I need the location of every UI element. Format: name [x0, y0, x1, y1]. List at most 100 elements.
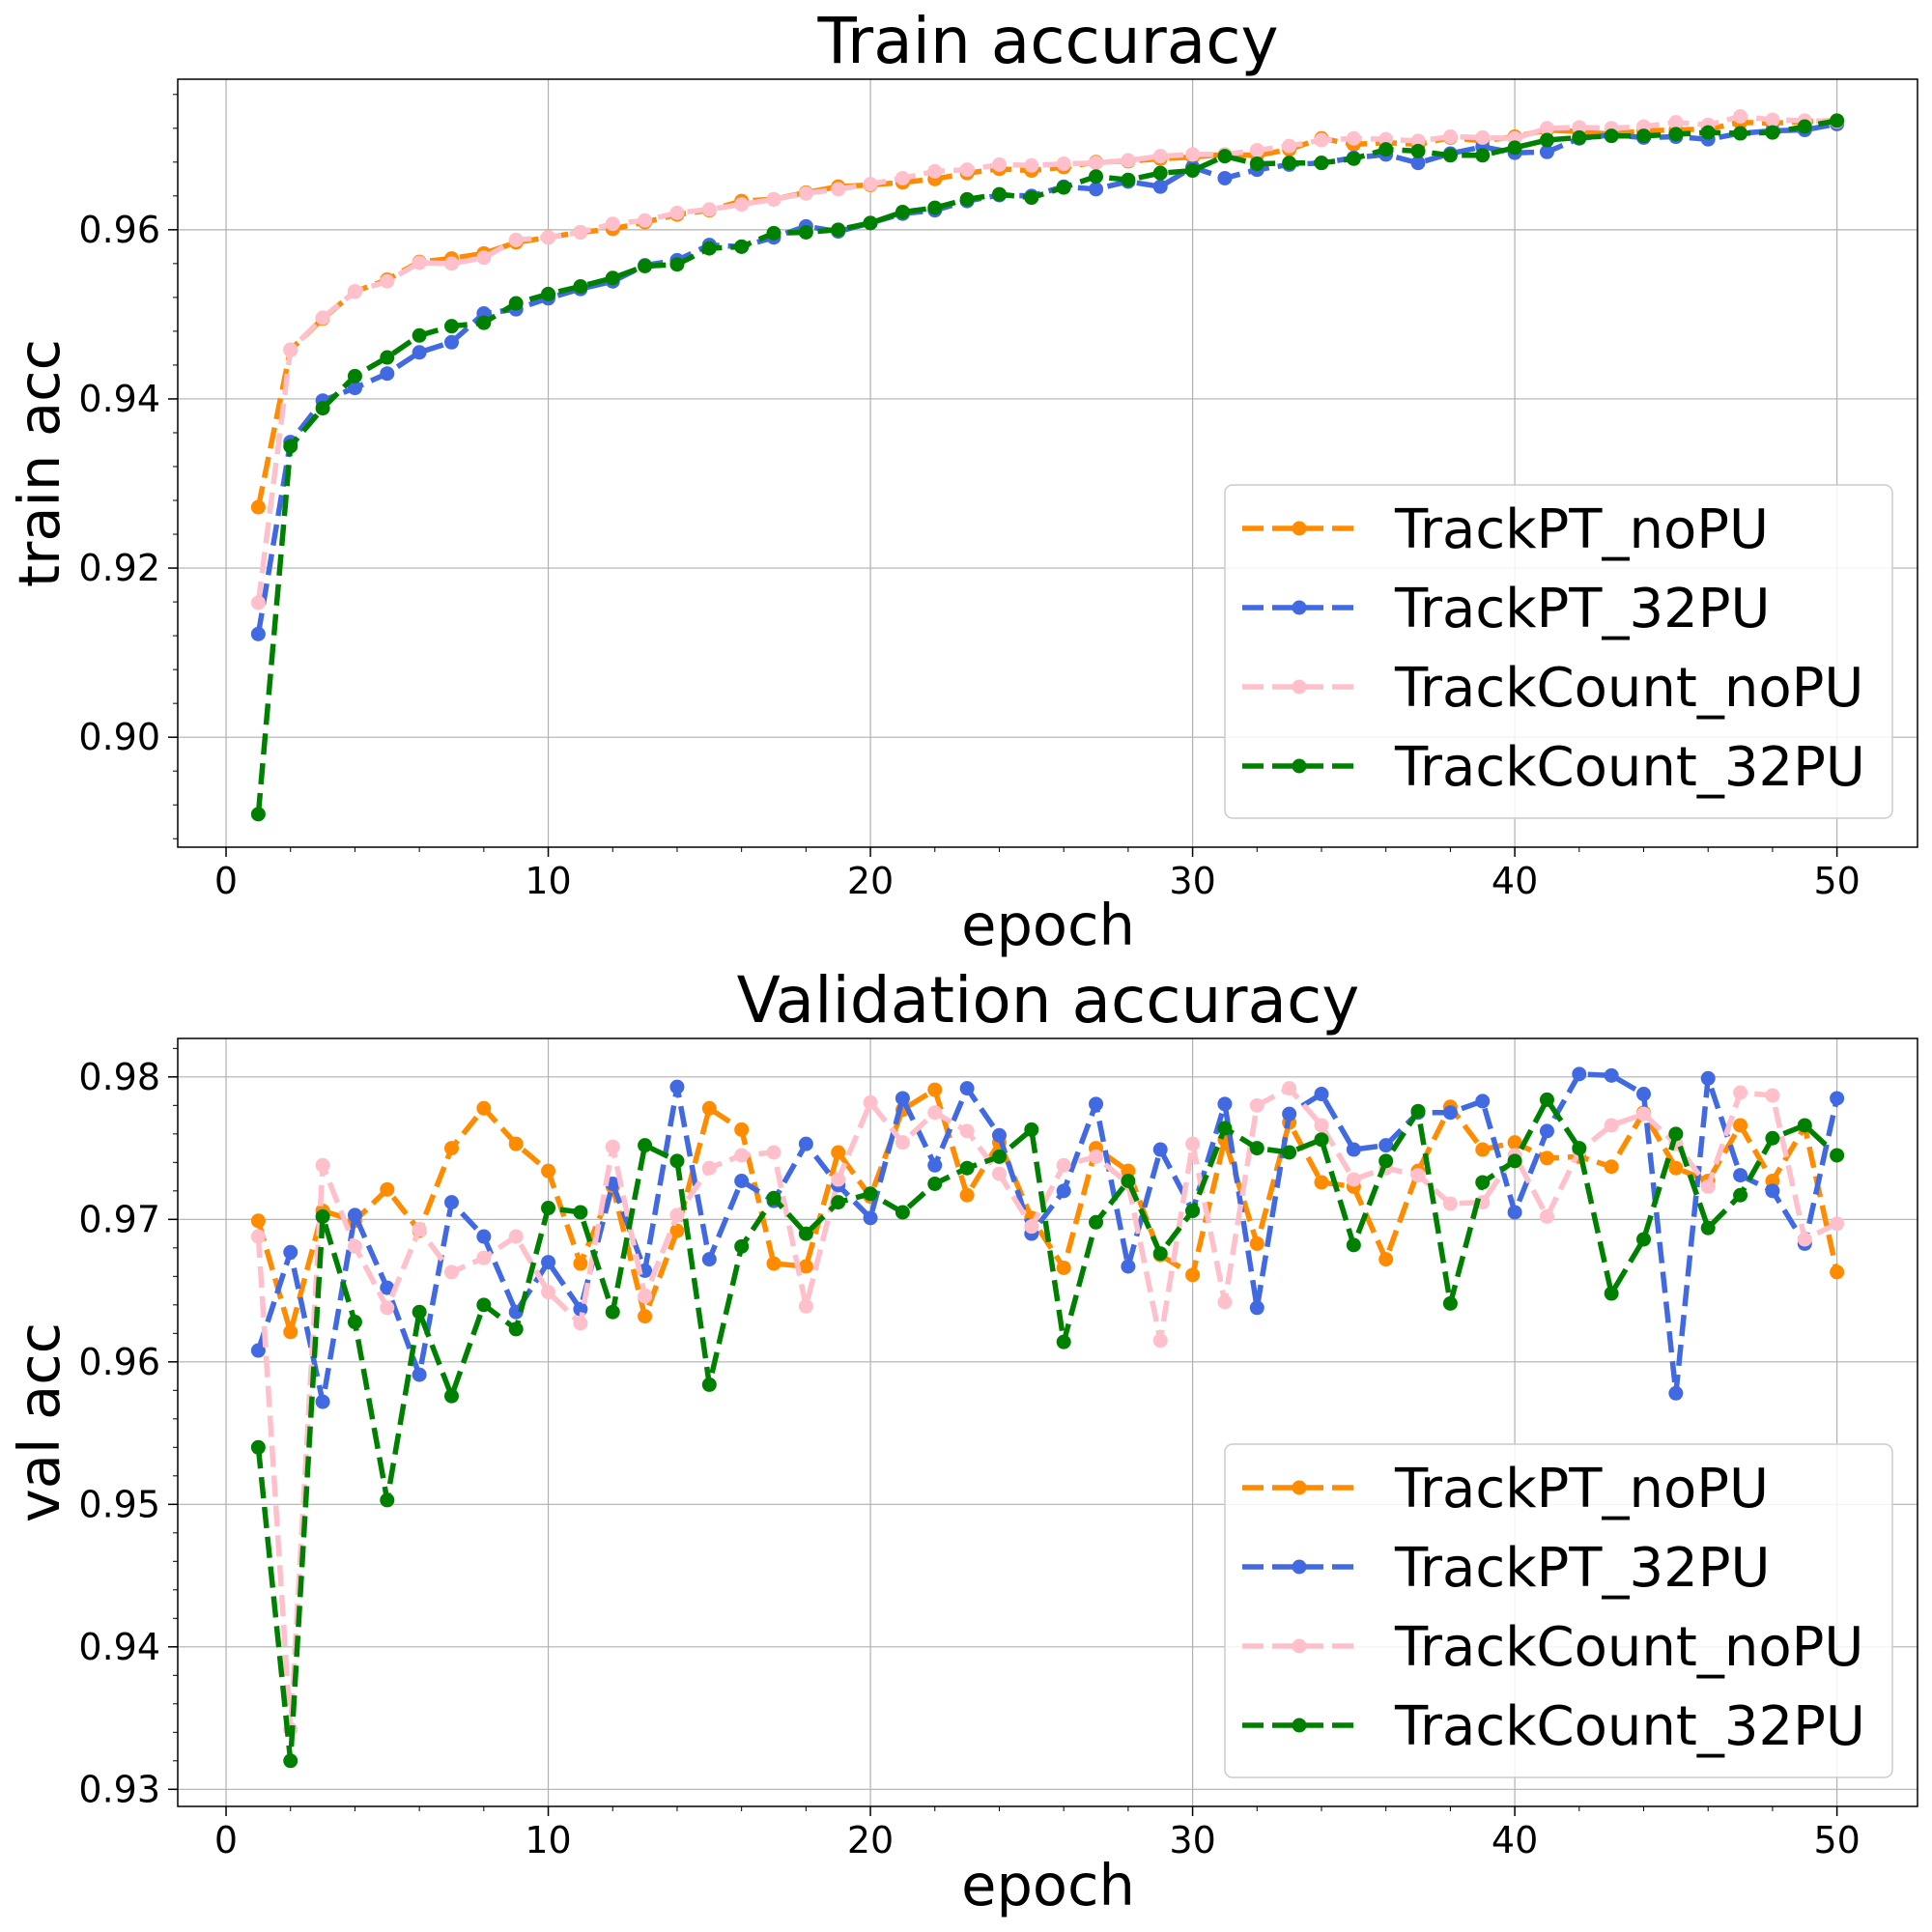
train-point-trackpt-32pu [380, 366, 395, 382]
train-point-trackcount-32pu [412, 327, 427, 343]
train-point-trackcount-32pu [1797, 119, 1812, 134]
train-series-group [250, 109, 1845, 822]
validation-point-trackcount-nopu [831, 1172, 846, 1187]
train-legend-entry-trackpt-32pu: TrackPT_32PU [1242, 578, 1771, 640]
validation-point-trackcount-nopu [476, 1250, 492, 1265]
train-point-trackpt-32pu [347, 381, 362, 396]
validation-point-trackcount-nopu [1604, 1118, 1619, 1133]
validation-point-trackcount-nopu [1410, 1168, 1426, 1183]
validation-point-trackpt-nopu [443, 1141, 459, 1156]
train-point-trackcount-32pu [638, 258, 653, 273]
validation-point-trackcount-32pu [863, 1186, 878, 1202]
validation-point-trackpt-nopu [798, 1259, 813, 1274]
train-x-tick-label: 50 [1813, 860, 1860, 902]
validation-point-trackcount-nopu [1700, 1179, 1716, 1194]
validation-x-tick-label: 10 [525, 1819, 571, 1861]
validation-point-trackpt-nopu [476, 1100, 492, 1116]
train-y-axis-label: train acc [6, 339, 72, 587]
train-point-trackpt-32pu [1152, 179, 1168, 194]
train-point-trackcount-32pu [1056, 180, 1071, 195]
validation-legend: TrackPT_noPU TrackPT_32PU TrackCount_noPU T… [1224, 1443, 1893, 1778]
train-point-trackcount-nopu [1152, 149, 1168, 164]
train-series-trackcount-32pu [250, 113, 1845, 822]
train-point-trackcount-nopu [315, 310, 330, 326]
train-legend-label: TrackPT_noPU [1394, 498, 1769, 561]
validation-legend-marker [1292, 1638, 1307, 1654]
validation-point-trackcount-32pu [1475, 1175, 1491, 1190]
train-point-trackcount-32pu [669, 257, 685, 272]
validation-legend-marker [1292, 1480, 1307, 1495]
validation-point-trackpt-32pu [991, 1127, 1007, 1143]
validation-point-trackcount-32pu [1539, 1092, 1554, 1107]
validation-point-trackpt-nopu [508, 1136, 524, 1151]
train-point-trackpt-32pu [412, 345, 427, 360]
train-y-tick-label: 0.94 [78, 378, 160, 420]
validation-point-trackpt-nopu [1378, 1252, 1394, 1267]
validation-point-trackcount-32pu [1572, 1141, 1587, 1156]
train-x-tick-label: 30 [1169, 860, 1215, 902]
validation-series-trackcount-nopu [250, 1081, 1845, 1737]
validation-point-trackcount-32pu [1089, 1214, 1104, 1230]
train-point-trackcount-32pu [831, 222, 846, 238]
validation-point-trackpt-nopu [1765, 1173, 1780, 1188]
validation-x-tick-label: 0 [214, 1819, 238, 1861]
validation-point-trackcount-nopu [443, 1264, 459, 1280]
validation-point-trackcount-32pu [701, 1377, 717, 1392]
validation-point-trackpt-nopu [1475, 1142, 1491, 1157]
validation-point-trackcount-32pu [1604, 1286, 1619, 1301]
validation-point-trackcount-nopu [991, 1166, 1007, 1181]
validation-x-tick-label: 30 [1169, 1819, 1215, 1861]
validation-point-trackcount-32pu [638, 1138, 653, 1153]
validation-point-trackcount-32pu [1152, 1246, 1168, 1262]
validation-point-trackpt-32pu [315, 1394, 330, 1409]
train-legend-marker [1292, 679, 1307, 695]
validation-point-trackcount-32pu [541, 1201, 556, 1216]
train-point-trackcount-32pu [347, 368, 362, 384]
train-legend-label: TrackPT_32PU [1394, 578, 1771, 640]
train-point-trackcount-nopu [1121, 153, 1136, 168]
validation-point-trackcount-32pu [1668, 1126, 1684, 1142]
validation-legend-entry-trackcount-32pu: TrackCount_32PU [1242, 1695, 1865, 1758]
validation-point-trackpt-nopu [1121, 1163, 1136, 1179]
train-point-trackcount-nopu [638, 213, 653, 228]
train-x-axis-label: epoch [961, 892, 1135, 958]
validation-point-trackpt-nopu [1604, 1159, 1619, 1175]
validation-point-trackcount-32pu [669, 1153, 685, 1169]
validation-point-trackcount-32pu [831, 1195, 846, 1210]
train-point-trackcount-32pu [927, 200, 943, 215]
train-point-trackcount-32pu [250, 807, 266, 822]
validation-point-trackcount-32pu [347, 1315, 362, 1330]
validation-point-trackpt-nopu [669, 1223, 685, 1238]
train-point-trackcount-32pu [283, 439, 298, 454]
train-legend-entry-trackcount-nopu: TrackCount_noPU [1242, 657, 1863, 720]
validation-point-trackcount-32pu [959, 1160, 975, 1176]
validation-point-trackcount-nopu [1282, 1081, 1297, 1096]
train-point-trackcount-32pu [1765, 125, 1780, 140]
validation-plot-frame [177, 1037, 1918, 1807]
train-point-trackcount-nopu [1668, 115, 1684, 130]
validation-point-trackcount-nopu [1185, 1136, 1201, 1151]
validation-point-trackcount-32pu [895, 1205, 910, 1220]
validation-point-trackcount-nopu [701, 1160, 717, 1176]
validation-point-trackcount-32pu [443, 1388, 459, 1404]
train-point-trackcount-nopu [1442, 129, 1458, 145]
validation-x-tick-label: 50 [1813, 1819, 1860, 1861]
train-point-trackcount-32pu [1089, 169, 1104, 185]
train-point-trackcount-nopu [734, 197, 750, 213]
train-point-trackcount-32pu [1475, 148, 1491, 163]
validation-point-trackpt-nopu [380, 1181, 395, 1197]
train-point-trackcount-nopu [1314, 132, 1329, 148]
validation-point-trackcount-32pu [1185, 1203, 1201, 1218]
train-point-trackcount-nopu [1249, 143, 1264, 158]
validation-point-trackpt-nopu [734, 1122, 750, 1137]
train-point-trackcount-32pu [1668, 127, 1684, 142]
validation-point-trackpt-32pu [1604, 1067, 1619, 1083]
validation-point-trackcount-nopu [541, 1285, 556, 1300]
train-point-trackcount-nopu [895, 170, 910, 185]
train-line-trackpt-nopu [255, 118, 1837, 508]
train-y-tick-label: 0.92 [78, 547, 160, 589]
train-plot-frame [177, 78, 1918, 848]
validation-legend-label: TrackCount_32PU [1394, 1695, 1865, 1758]
train-point-trackcount-32pu [315, 401, 330, 416]
validation-point-trackcount-32pu [1217, 1121, 1233, 1136]
